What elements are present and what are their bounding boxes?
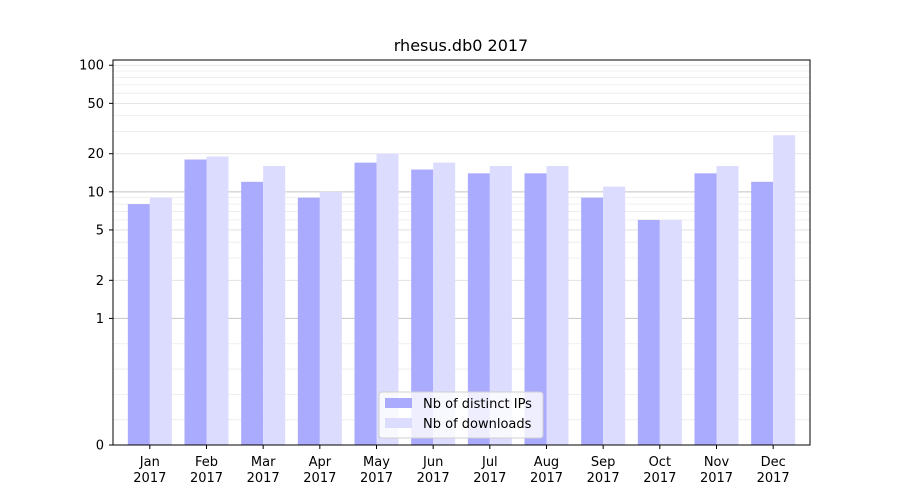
bar-downloads [603, 186, 626, 446]
y-tick-label: 10 [87, 185, 104, 200]
bar-distinct-ips [524, 173, 547, 445]
legend-swatch [385, 398, 412, 408]
y-tick-label: 0 [96, 439, 104, 454]
bar-downloads [263, 165, 286, 446]
bar-downloads [376, 153, 399, 446]
bar-distinct-ips [241, 181, 264, 445]
bar-distinct-ips [637, 219, 660, 445]
y-tick-label: 50 [87, 97, 104, 112]
x-tick-year-label: 2017 [587, 471, 620, 486]
grid-lines [113, 64, 810, 421]
bar-downloads [716, 165, 739, 446]
x-tick-year-label: 2017 [530, 471, 563, 486]
bar-distinct-ips [354, 162, 377, 445]
y-tick-label: 100 [79, 59, 104, 74]
bar-downloads [206, 156, 229, 446]
bar-distinct-ips [694, 173, 717, 445]
bars [127, 135, 796, 446]
bar-distinct-ips [184, 159, 207, 445]
x-tick-year-label: 2017 [473, 471, 506, 486]
x-tick-label: Dec [761, 455, 786, 470]
bar-downloads [149, 197, 172, 445]
x-tick-label: Jan [139, 455, 160, 470]
legend-swatch [385, 418, 412, 428]
x-tick-label: Oct [649, 455, 671, 470]
x-tick-label: Apr [309, 455, 332, 470]
bar-distinct-ips [127, 204, 150, 445]
x-tick-year-label: 2017 [643, 471, 676, 486]
bar-downloads [546, 165, 569, 446]
x-axis: Jan2017Feb2017Mar2017Apr2017May2017Jun20… [133, 445, 790, 486]
x-tick-year-label: 2017 [360, 471, 393, 486]
x-tick-year-label: 2017 [417, 471, 450, 486]
x-tick-year-label: 2017 [303, 471, 336, 486]
legend: Nb of distinct IPs Nb of downloads [378, 391, 544, 439]
bar-downloads [319, 191, 342, 445]
x-tick-label: Sep [591, 455, 616, 470]
y-tick-label: 1 [96, 312, 104, 327]
x-tick-label: Mar [251, 455, 276, 470]
x-tick-label: May [363, 455, 390, 470]
y-tick-label: 5 [96, 223, 104, 238]
x-tick-label: Jul [481, 455, 498, 470]
bar-downloads [773, 135, 796, 445]
bar-downloads [489, 165, 512, 446]
bar-downloads [659, 219, 682, 445]
plot-frame [112, 59, 811, 446]
x-tick-label: Feb [195, 455, 218, 470]
x-tick-year-label: 2017 [757, 471, 790, 486]
x-tick-year-label: 2017 [700, 471, 733, 486]
legend-box [378, 391, 544, 439]
bar-downloads [433, 162, 456, 445]
bar-distinct-ips [297, 197, 320, 445]
y-tick-label: 20 [87, 147, 104, 162]
legend-label: Nb of distinct IPs [423, 397, 532, 412]
y-tick-label: 2 [96, 274, 104, 289]
x-tick-label: Jun [422, 455, 443, 470]
bar-distinct-ips [581, 197, 604, 445]
legend-label: Nb of downloads [423, 417, 532, 432]
x-tick-year-label: 2017 [190, 471, 223, 486]
bar-distinct-ips [751, 181, 774, 445]
y-axis: 0 1 2 5 10 20 50 100 [79, 59, 113, 454]
chart-title: rhesus.db0 2017 [394, 36, 528, 55]
bar-distinct-ips [467, 173, 490, 445]
x-tick-year-label: 2017 [247, 471, 280, 486]
bar-distinct-ips [411, 169, 434, 445]
x-tick-year-label: 2017 [133, 471, 166, 486]
x-tick-label: Aug [534, 455, 559, 470]
x-tick-label: Nov [704, 455, 730, 470]
